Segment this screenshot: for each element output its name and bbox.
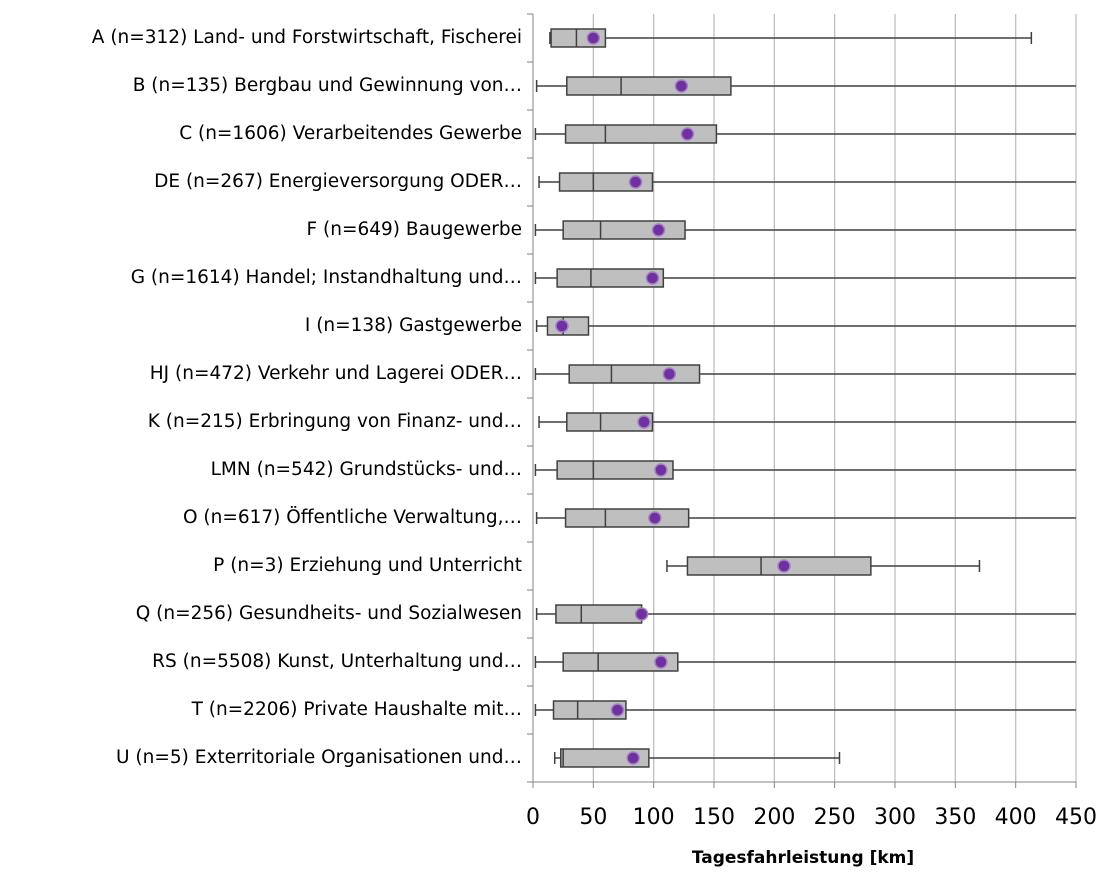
box (566, 76, 732, 96)
mean-marker (626, 751, 640, 765)
category-label: F (n=649) Baugewerbe (307, 219, 523, 240)
mean-marker (628, 175, 643, 189)
x-tick-label: 100 (633, 805, 675, 830)
mean-marker (648, 511, 662, 525)
box (558, 172, 654, 192)
category-label: Q (n=256) Gesundheits- und Sozialwesen (136, 603, 522, 624)
category-label: RS (n=5508) Kunst, Unterhaltung und… (152, 651, 522, 672)
category-label: C (n=1606) Verarbeitendes Gewerbe (179, 123, 522, 144)
box (564, 124, 718, 144)
mean-marker (610, 703, 625, 717)
x-axis-label: Tagesfahrleistung [km] (692, 848, 914, 868)
mean-marker (654, 463, 668, 477)
box (555, 604, 643, 624)
x-tick-label: 150 (693, 805, 735, 830)
mean-marker (777, 559, 791, 573)
category-label: DE (n=267) Energieversorgung ODER… (154, 171, 522, 192)
x-tick-label: 50 (579, 805, 607, 830)
category-label: B (n=135) Bergbau und Gewinnung von… (133, 75, 522, 96)
mean-marker (651, 223, 666, 237)
x-tick-label: 250 (814, 805, 856, 830)
x-tick-label: 450 (1055, 805, 1097, 830)
category-label: A (n=312) Land- und Forstwirtschaft, Fis… (92, 27, 522, 48)
mean-marker (654, 655, 668, 669)
category-label: I (n=138) Gastgewerbe (305, 315, 522, 336)
mean-marker (586, 31, 601, 45)
mean-marker (662, 367, 677, 381)
x-tick-label: 200 (753, 805, 795, 830)
box (552, 700, 627, 720)
box (562, 220, 686, 240)
box (560, 748, 650, 768)
category-label: LMN (n=542) Grundstücks- und… (211, 459, 522, 480)
mean-marker (637, 415, 651, 429)
mean-marker (555, 319, 569, 333)
category-label: T (n=2206) Private Haushalte mit… (191, 699, 522, 720)
box (566, 412, 654, 432)
category-label: K (n=215) Erbringung von Finanz- und… (148, 411, 522, 432)
box (568, 364, 701, 384)
mean-marker (634, 607, 649, 621)
box (556, 460, 674, 480)
category-label: HJ (n=472) Verkehr und Lagerei ODER… (150, 363, 522, 384)
box (562, 652, 679, 672)
x-tick-label: 350 (934, 805, 976, 830)
category-label: P (n=3) Erziehung und Unterricht (213, 555, 522, 576)
x-tick-label: 300 (874, 805, 916, 830)
x-tick-label: 0 (526, 805, 540, 830)
x-tick-label: 400 (995, 805, 1037, 830)
mean-marker (674, 79, 689, 93)
category-label: O (n=617) Öffentliche Verwaltung,… (183, 506, 522, 528)
mean-marker (680, 127, 695, 141)
mean-marker (645, 271, 660, 285)
category-label: G (n=1614) Handel; Instandhaltung und… (131, 267, 522, 288)
box (564, 508, 690, 528)
box (556, 268, 665, 288)
category-label: U (n=5) Exterritoriale Organisationen un… (116, 747, 522, 768)
